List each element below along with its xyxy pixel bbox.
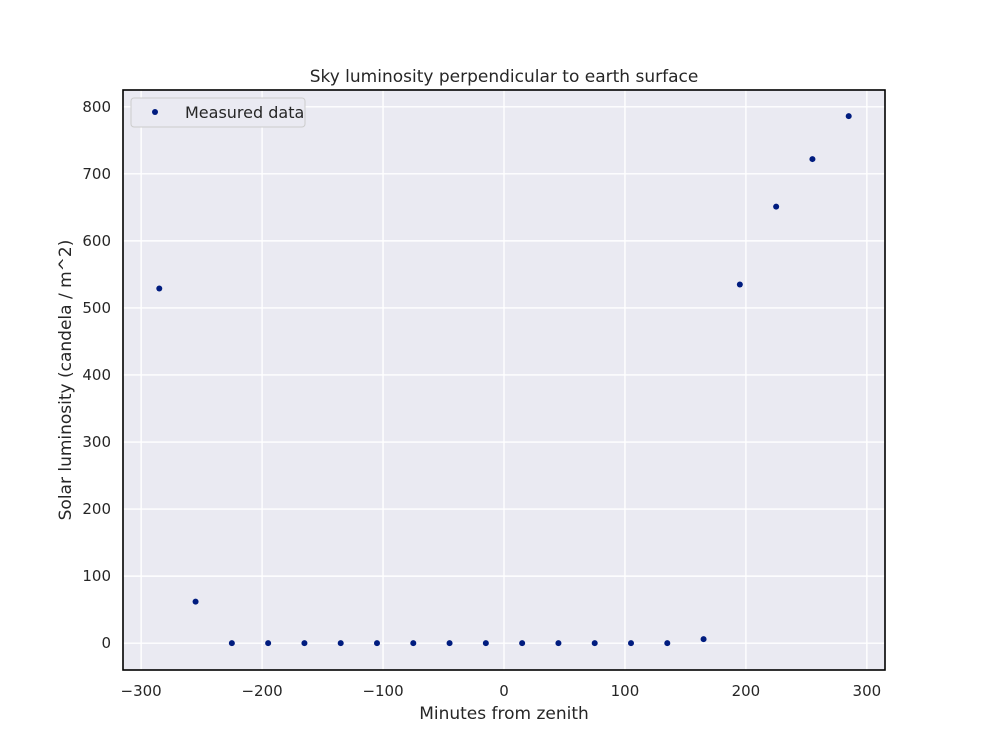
data-point — [736, 281, 743, 288]
y-tick-label: 700 — [82, 165, 111, 183]
legend: Measured data — [130, 97, 306, 128]
plot-frame — [122, 89, 886, 671]
x-tick-label: 100 — [611, 682, 640, 700]
data-point — [555, 640, 562, 647]
x-tick-labels: −300 −200 −100 0 100 200 300 — [121, 682, 882, 700]
y-tick-label: 500 — [82, 299, 111, 317]
y-axis-label: Solar luminosity (candela / m^2) — [56, 240, 76, 521]
x-tick-label: −100 — [362, 682, 403, 700]
y-tick-label: 0 — [101, 634, 111, 652]
data-point — [809, 156, 816, 163]
data-points — [156, 113, 852, 647]
y-tick-label: 400 — [82, 366, 111, 384]
legend-marker — [152, 109, 158, 115]
x-axis-label: Minutes from zenith — [419, 704, 589, 724]
y-tick-labels: 0 100 200 300 400 500 600 700 800 — [82, 98, 111, 652]
x-tick-label: −300 — [121, 682, 162, 700]
data-point — [482, 640, 489, 647]
legend-box — [130, 97, 306, 128]
data-point — [265, 640, 272, 647]
data-point — [773, 203, 780, 210]
data-point — [228, 640, 235, 647]
data-point — [845, 113, 852, 120]
x-tick-label: 200 — [732, 682, 761, 700]
data-point — [628, 640, 634, 647]
y-tick-label: 300 — [82, 433, 111, 451]
x-tick-label: −200 — [241, 682, 282, 700]
chart-title: Sky luminosity perpendicular to earth su… — [310, 67, 699, 87]
data-point — [192, 598, 199, 605]
data-point — [156, 285, 163, 292]
legend-label-measured-data: Measured data — [185, 103, 304, 122]
y-tick-label: 100 — [82, 567, 111, 585]
data-point — [519, 640, 526, 647]
data-point — [410, 640, 417, 647]
data-point — [374, 640, 380, 647]
data-point — [700, 636, 707, 643]
y-tick-label: 200 — [82, 500, 111, 518]
data-point — [591, 640, 598, 647]
data-point — [337, 640, 344, 647]
y-tick-label: 800 — [82, 98, 111, 116]
grid-lines — [123, 90, 885, 670]
y-tick-label: 600 — [82, 232, 111, 250]
data-point — [446, 640, 453, 647]
x-tick-label: 300 — [853, 682, 882, 700]
data-point — [664, 640, 671, 647]
x-tick-label: 0 — [499, 682, 509, 700]
data-point — [301, 640, 308, 647]
